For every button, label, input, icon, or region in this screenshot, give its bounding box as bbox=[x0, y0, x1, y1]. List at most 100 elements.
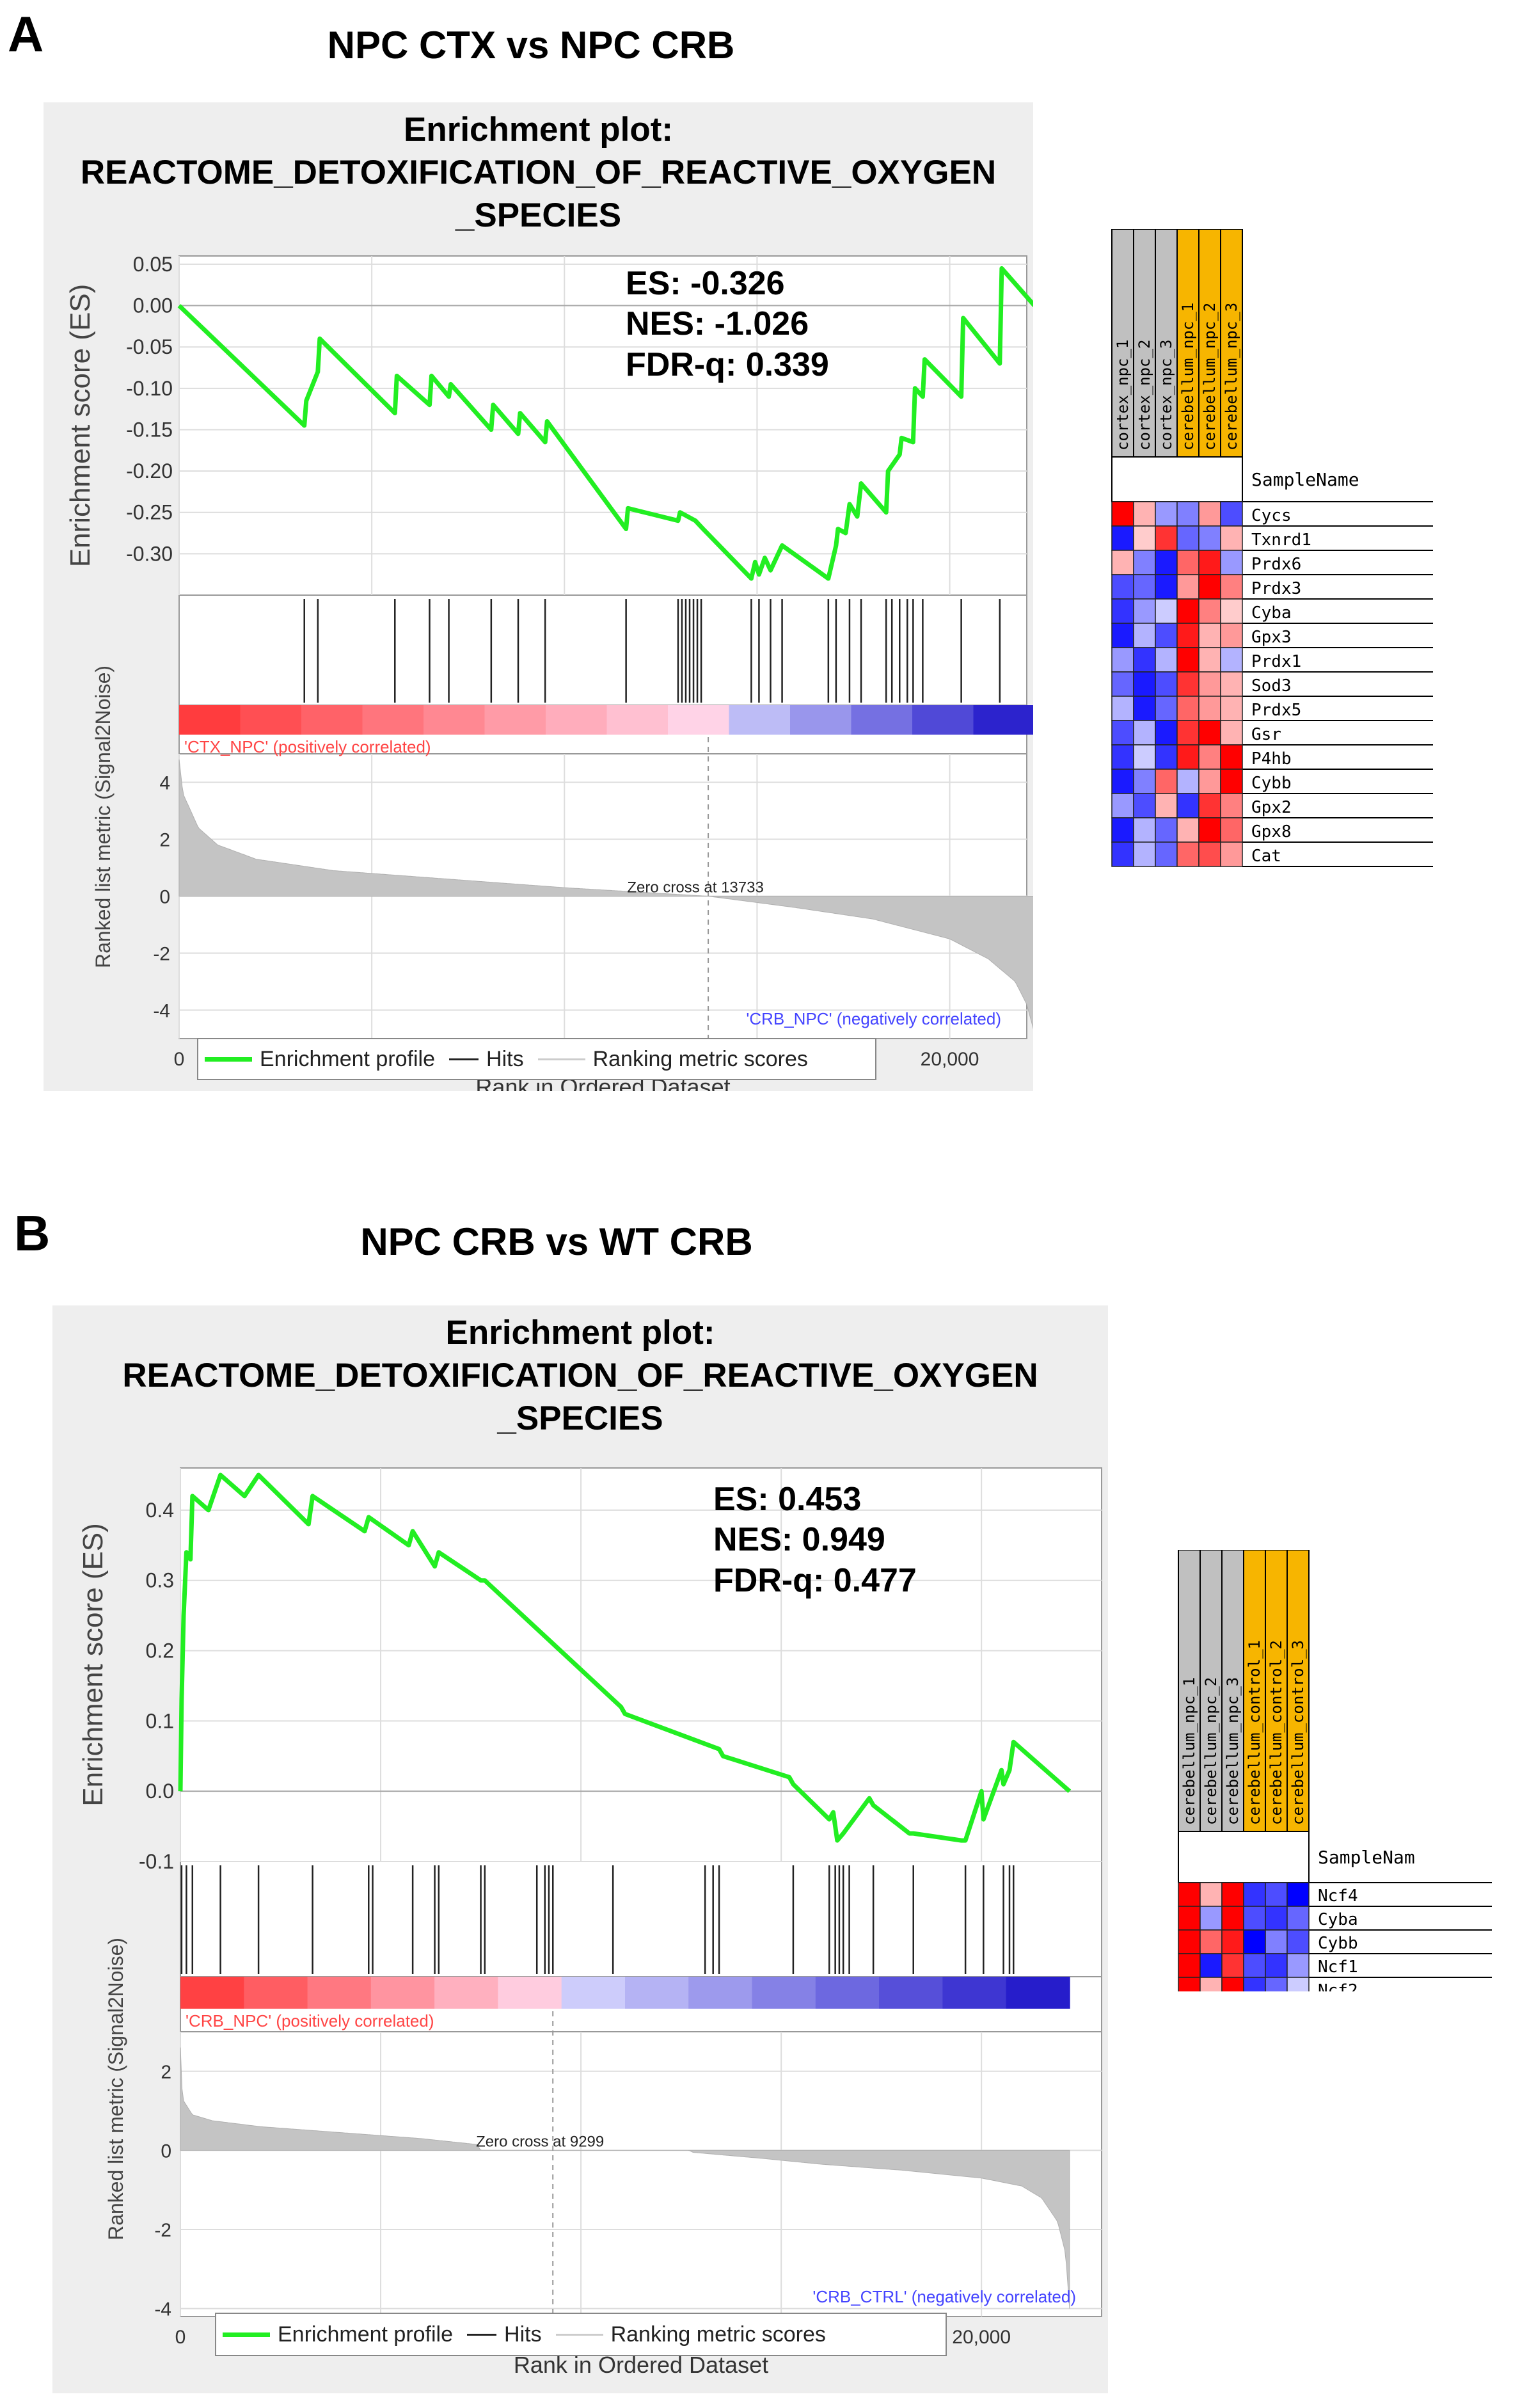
positive-correlation-label: 'CTX_NPC' (positively correlated) bbox=[184, 737, 431, 756]
heatmap-cell bbox=[1176, 647, 1199, 673]
ranking-bar-segment bbox=[942, 1977, 1007, 2009]
legend-profile-label: Enrichment profile bbox=[260, 1046, 436, 1071]
metric-y-tick-label: -2 bbox=[153, 944, 170, 965]
heatmap-cell bbox=[1265, 1882, 1288, 1907]
es-y-tick-label: 0.2 bbox=[146, 1639, 174, 1662]
heatmap-cell bbox=[1155, 623, 1178, 648]
heatmap-cell bbox=[1155, 769, 1178, 794]
heatmap-row-label: Cybb bbox=[1318, 1934, 1358, 1953]
heatmap-cell bbox=[1199, 1929, 1223, 1954]
zero-cross-label: Zero cross at 13733 bbox=[627, 879, 763, 897]
metric-y-tick-label: -2 bbox=[154, 2220, 171, 2241]
heatmap-cell bbox=[1133, 841, 1156, 867]
ranking-bar-segment bbox=[179, 705, 241, 735]
heatmap-cell bbox=[1176, 841, 1199, 867]
heatmap-column-label: cortex_npc_1 bbox=[1114, 340, 1132, 451]
panel-a-es: ES: -0.326 bbox=[626, 265, 785, 302]
es-y-tick-label: -0.05 bbox=[126, 335, 173, 358]
heatmap-samplename-label: SampleName bbox=[1251, 469, 1359, 490]
enrichment-profile-line bbox=[178, 1472, 1072, 1843]
metric-y-tick-label: 2 bbox=[161, 2062, 171, 2083]
heatmap-cell bbox=[1220, 696, 1243, 721]
heatmap-cell bbox=[1133, 501, 1156, 527]
heatmap-cell bbox=[1155, 525, 1178, 551]
heatmap-column-label: cerebellum_npc_3 bbox=[1223, 303, 1240, 451]
panel-b-letter: B bbox=[14, 1205, 51, 1261]
heatmap-cell bbox=[1178, 1882, 1201, 1907]
heatmap-cell bbox=[1198, 550, 1221, 575]
heatmap-cell bbox=[1111, 550, 1134, 575]
heatmap-row-label: Prdx6 bbox=[1251, 555, 1301, 574]
legend-ranking-label: Ranking metric scores bbox=[592, 1046, 808, 1071]
heatmap-column-label: cerebellum_npc_2 bbox=[1202, 1677, 1220, 1825]
heatmap-column-label: cerebellum_npc_1 bbox=[1179, 303, 1197, 451]
ranking-bar-segment bbox=[301, 705, 363, 735]
heatmap-row-label: Gsr bbox=[1251, 725, 1281, 744]
heatmap-cell bbox=[1265, 1977, 1288, 1991]
ranking-bar-segment bbox=[484, 705, 546, 735]
heatmap-cell bbox=[1133, 525, 1156, 551]
es-y-tick-label: -0.15 bbox=[126, 418, 173, 441]
heatmap-samplename-row bbox=[1178, 1831, 1310, 1883]
legend-ranking-label: Ranking metric scores bbox=[610, 2322, 826, 2347]
heatmap-cell bbox=[1265, 1953, 1288, 1978]
heatmap-cell bbox=[1155, 647, 1178, 673]
es-y-tick-label: 0.00 bbox=[133, 294, 173, 317]
panel-a-stats: ES: -0.326 NES: -1.026 FDR-q: 0.339 bbox=[626, 264, 829, 385]
ranking-bar-segment bbox=[546, 705, 608, 735]
x-tick-label: 0 bbox=[174, 1049, 185, 1070]
heatmap-cell bbox=[1199, 1906, 1223, 1931]
heatmap-cell bbox=[1198, 574, 1221, 600]
ranking-bar-segment bbox=[362, 705, 424, 735]
enrichment-profile-swatch bbox=[205, 1056, 252, 1062]
heatmap-cell bbox=[1133, 550, 1156, 575]
heatmap-cell bbox=[1155, 696, 1178, 721]
ranking-bar-segment bbox=[244, 1977, 308, 2009]
heatmap-cell bbox=[1243, 1929, 1266, 1954]
panel-b-subtitle: Enrichment plot: REACTOME_DETOXIFICATION… bbox=[52, 1312, 1108, 1440]
heatmap-cell bbox=[1198, 793, 1221, 818]
metric-y-tick-label: 0 bbox=[161, 2141, 171, 2162]
ranking-bar-segment bbox=[815, 1977, 880, 2009]
enrichment-profile-line bbox=[177, 266, 1033, 581]
es-plot-area bbox=[180, 1467, 1102, 1862]
metric-y-tick-label: 4 bbox=[159, 773, 170, 794]
heatmap-cell bbox=[1155, 817, 1178, 843]
heatmap-cell bbox=[1220, 744, 1243, 770]
heatmap-cell bbox=[1133, 696, 1156, 721]
heatmap-row-label: Prdx3 bbox=[1251, 579, 1301, 598]
panel-b-fdr: FDR-q: 0.477 bbox=[713, 1561, 917, 1599]
panel-a-heatmap: cortex_npc_1 cortex_npc_2 cortex_npc_3 cere… bbox=[1111, 229, 1433, 867]
heatmap-cell bbox=[1198, 598, 1221, 624]
heatmap-cell bbox=[1176, 696, 1199, 721]
heatmap-column-label: cerebellum_npc_3 bbox=[1224, 1677, 1242, 1825]
hits-area bbox=[180, 1861, 1102, 1977]
es-y-tick-label: -0.10 bbox=[126, 377, 173, 400]
heatmap-cell bbox=[1155, 841, 1178, 867]
ranking-bar-segment bbox=[424, 705, 486, 735]
heatmap-row-label: Prdx1 bbox=[1251, 652, 1301, 671]
heatmap-row-label: Ncf4 bbox=[1318, 1886, 1358, 1906]
heatmap-row-label: Cycs bbox=[1251, 506, 1292, 525]
heatmap-cell bbox=[1220, 647, 1243, 673]
ranking-bar-segment bbox=[434, 1977, 499, 2009]
heatmap-cell bbox=[1111, 817, 1134, 843]
ranking-bar-segment bbox=[240, 705, 302, 735]
heatmap-column-header bbox=[1243, 1550, 1266, 1832]
heatmap-cell bbox=[1111, 793, 1134, 818]
hits-swatch bbox=[467, 2333, 497, 2336]
heatmap-cell bbox=[1199, 1882, 1223, 1907]
heatmap-cell bbox=[1198, 623, 1221, 648]
heatmap-cell bbox=[1286, 1906, 1310, 1931]
heatmap-cell bbox=[1198, 696, 1221, 721]
heatmap-column-label: cerebellum_npc_1 bbox=[1180, 1677, 1198, 1825]
heatmap-cell bbox=[1111, 841, 1134, 867]
heatmap-cell bbox=[1265, 1906, 1288, 1931]
panel-a-subtitle: Enrichment plot: REACTOME_DETOXIFICATION… bbox=[44, 109, 1033, 237]
ranking-bar-segment bbox=[668, 705, 730, 735]
panel-a-letter: A bbox=[8, 6, 44, 62]
heatmap-cell bbox=[1220, 525, 1243, 551]
heatmap-cell bbox=[1286, 1977, 1310, 1991]
heatmap-column-header bbox=[1199, 1550, 1223, 1832]
heatmap-cell bbox=[1221, 1906, 1244, 1931]
